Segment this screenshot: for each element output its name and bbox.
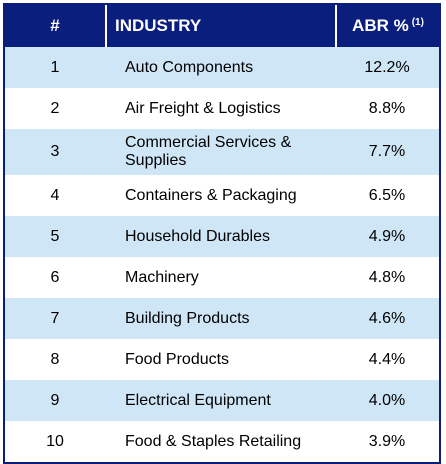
row-industry: Electrical Equipment <box>125 391 271 409</box>
table-row: 4 Containers & Packaging 6.5% <box>5 175 439 216</box>
row-abr: 4.8% <box>368 268 406 286</box>
row-abr: 4.6% <box>368 309 406 327</box>
table-row: 10 Food & Staples Retailing 3.9% <box>5 421 439 462</box>
row-number: 7 <box>50 309 60 327</box>
row-abr: 7.7% <box>368 143 406 160</box>
row-industry: Food & Staples Retailing <box>125 432 302 450</box>
row-number: 9 <box>50 391 60 409</box>
row-number: 4 <box>50 186 60 204</box>
row-industry: Food Products <box>125 350 230 368</box>
row-industry: Air Freight & Logistics <box>125 99 281 117</box>
row-number: 1 <box>50 58 60 76</box>
table-row: 3 Commercial Services & Supplies 7.7% <box>5 129 439 175</box>
row-abr: 3.9% <box>368 432 406 450</box>
row-abr: 4.4% <box>368 350 406 368</box>
header-abr-footnote: (1) <box>411 16 424 28</box>
table-row: 9 Electrical Equipment 4.0% <box>5 380 439 421</box>
row-number: 3 <box>50 143 60 160</box>
row-number: 2 <box>50 99 60 117</box>
row-number: 6 <box>50 268 60 286</box>
row-number: 8 <box>50 350 60 368</box>
table-row: 8 Food Products 4.4% <box>5 339 439 380</box>
header-abr: ABR % (1) <box>335 5 439 47</box>
row-abr: 12.2% <box>364 58 410 76</box>
row-industry: Commercial Services & Supplies <box>125 134 292 169</box>
table-header: # INDUSTRY ABR % (1) <box>5 5 439 47</box>
row-abr: 4.0% <box>368 391 406 409</box>
row-industry: Household Durables <box>125 227 270 245</box>
row-industry: Machinery <box>125 268 199 286</box>
row-number: 10 <box>46 432 64 450</box>
header-number: # <box>50 16 60 35</box>
row-industry: Containers & Packaging <box>125 186 297 204</box>
table-row: 1 Auto Components 12.2% <box>5 47 439 88</box>
row-industry: Auto Components <box>125 58 254 76</box>
row-number: 5 <box>50 227 60 245</box>
row-abr: 8.8% <box>368 99 406 117</box>
table-row: 7 Building Products 4.6% <box>5 298 439 339</box>
row-abr: 4.9% <box>368 227 406 245</box>
table-row: 6 Machinery 4.8% <box>5 257 439 298</box>
header-industry: INDUSTRY <box>105 5 335 47</box>
industry-table: # INDUSTRY ABR % (1) 1 Auto Components 12… <box>3 3 441 464</box>
table-row: 5 Household Durables 4.9% <box>5 216 439 257</box>
row-abr: 6.5% <box>368 186 406 204</box>
header-abr-label: ABR % <box>352 16 409 35</box>
table-row: 2 Air Freight & Logistics 8.8% <box>5 88 439 129</box>
row-industry: Building Products <box>125 309 250 327</box>
